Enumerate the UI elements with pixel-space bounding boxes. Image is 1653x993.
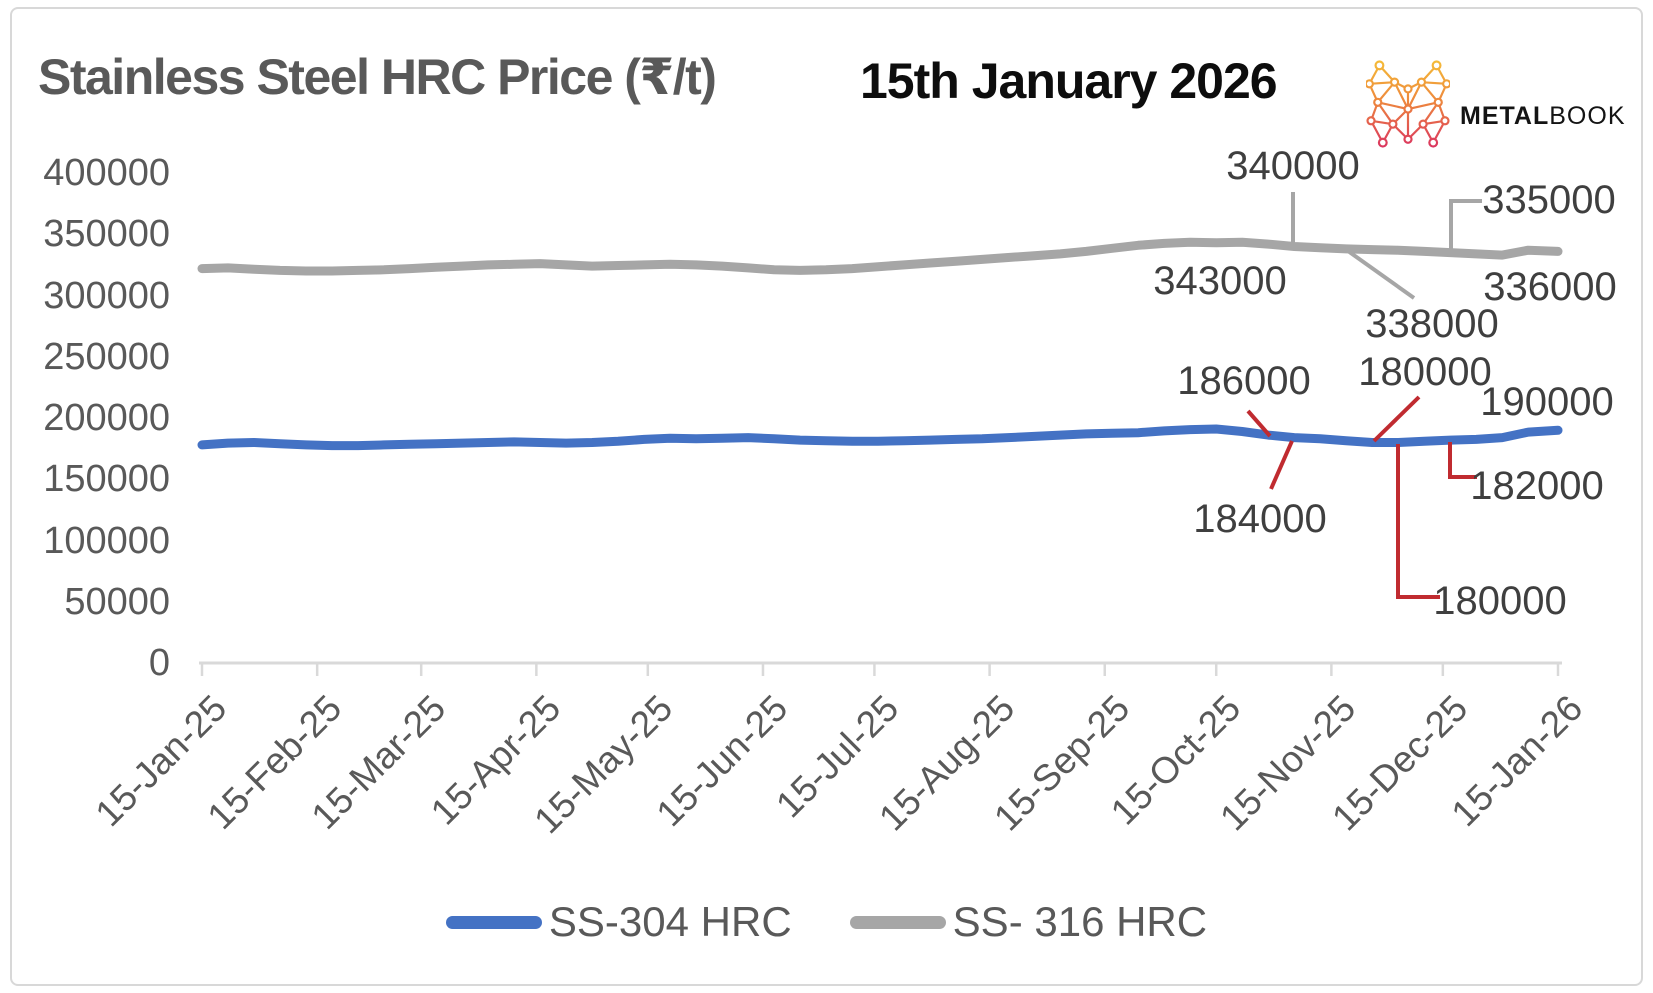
legend-label-ss316: SS- 316 HRC (952, 898, 1208, 945)
y-axis-tick-label: 250000 (43, 335, 170, 378)
legend-swatch-ss316 (849, 915, 946, 929)
logo-wordmark-metal: METAL (1460, 102, 1550, 130)
legend-label-ss304: SS-304 HRC (548, 898, 792, 945)
y-axis-tick-label: 400000 (43, 152, 170, 194)
annotation-leader (1449, 199, 1482, 249)
annotation-label: 336000 (1483, 265, 1617, 309)
annotation-label: 180000 (1358, 350, 1492, 394)
annotation-leader (1246, 409, 1272, 438)
annotation-label: 182000 (1470, 464, 1604, 508)
legend: SS-304 HRC SS- 316 HRC (0, 898, 1653, 946)
annotation-label: 190000 (1480, 380, 1614, 424)
annotation-leader (1396, 444, 1440, 599)
annotation-leader (1372, 395, 1421, 443)
annotation-leader (1269, 440, 1294, 490)
annotation-label: 340000 (1226, 144, 1360, 188)
annotation-label: 180000 (1433, 579, 1567, 623)
chart-border-frame (10, 7, 1643, 986)
logo-mark-icon (1364, 60, 1452, 148)
y-axis-tick-label: 200000 (43, 397, 170, 439)
legend-item-ss304: SS-304 HRC (445, 898, 792, 946)
metalbook-logo: METALBOOK (1364, 52, 1628, 156)
logo-wordmark-book: BOOK (1549, 102, 1626, 130)
y-axis-tick-label: 150000 (43, 458, 170, 501)
series-line-ss--316-hrc (197, 237, 1563, 276)
annotation-leader (1346, 249, 1416, 300)
series-line-ss-304-hrc (197, 424, 1563, 451)
annotation-leader (1448, 442, 1477, 479)
legend-swatch-ss304 (445, 915, 542, 929)
logo-wordmark: METALBOOK (1460, 102, 1626, 131)
y-axis-tick-label: 100000 (43, 519, 170, 562)
y-axis-tick-label: 300000 (43, 274, 170, 317)
y-axis-tick-label: 0 (148, 642, 170, 684)
page-title: Stainless Steel HRC Price (₹/t) (38, 49, 717, 105)
y-axis-tick-label: 50000 (64, 580, 170, 623)
report-date: 15th January 2026 (860, 53, 1278, 109)
y-axis-tick-label: 350000 (43, 213, 170, 256)
annotation-label: 335000 (1482, 178, 1616, 222)
annotation-label: 186000 (1177, 359, 1311, 403)
annotation-label: 184000 (1193, 497, 1327, 541)
annotation-label: 343000 (1153, 259, 1287, 303)
legend-item-ss316: SS- 316 HRC (849, 898, 1208, 946)
annotation-label: 338000 (1365, 302, 1499, 346)
